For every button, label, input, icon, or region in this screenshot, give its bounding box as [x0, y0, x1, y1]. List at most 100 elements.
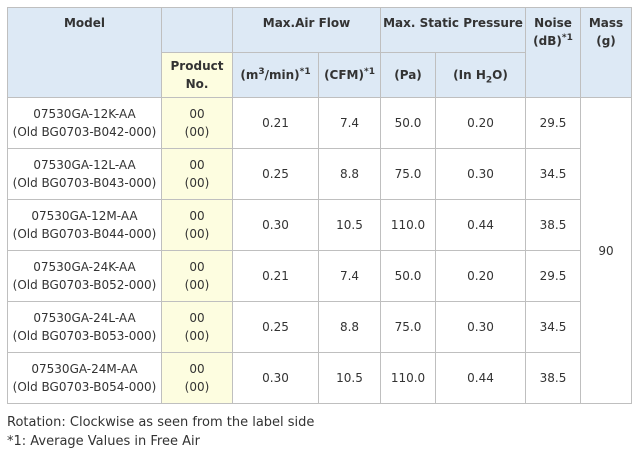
airflow-m3-cell: 0.21	[232, 97, 319, 149]
product-no-cell: 00 (00)	[161, 352, 233, 404]
max-air-flow-header: Max.Air Flow	[231, 7, 382, 53]
product-no: 00	[189, 362, 205, 376]
max-static-pressure-header: Max. Static Pressure	[380, 7, 527, 53]
product-no-old: (00)	[184, 227, 210, 241]
airflow-m3-cell: 0.30	[232, 352, 319, 404]
noise-cell: 38.5	[525, 352, 582, 404]
header-row-2: Product No. (m3/min)*1 (CFM)*1 (Pa) (In H…	[8, 52, 632, 98]
product-no: 00	[189, 311, 205, 325]
product-no-header-line1: Product	[170, 59, 224, 73]
table-row: 07530GA-24M-AA (Old BG0703-B054-000) 00 (00…	[7, 352, 632, 404]
product-no-cell: 00 (00)	[161, 250, 233, 302]
pressure-inh2o-cell: 0.20	[435, 250, 527, 302]
noise-footnote-mark: *1	[561, 33, 573, 43]
product-no: 00	[189, 107, 205, 121]
product-no-header-line2: No.	[185, 77, 209, 91]
pressure-inh2o-suffix: O)	[492, 68, 508, 82]
product-no-old: (00)	[184, 380, 210, 394]
product-no-old: (00)	[184, 176, 210, 190]
noise-cell: 29.5	[525, 250, 582, 302]
model-name: 07530GA-24K-AA	[33, 260, 136, 274]
old-model-name: (Old BG0703-B054-000)	[12, 380, 157, 394]
table-row: 07530GA-24L-AA (Old BG0703-B053-000) 00 (00…	[7, 301, 632, 353]
noise-header: Noise (dB)*1	[525, 7, 582, 98]
product-no-cell: 00 (00)	[161, 199, 233, 251]
noise-unit: (dB)	[533, 34, 562, 48]
table-row: 07530GA-12K-AA (Old BG0703-B042-000) 00 (00…	[7, 97, 633, 404]
header-row-1: Model Max.Air Flow Max. Static Pressure …	[7, 7, 633, 98]
airflow-cfm-cell: 7.4	[317, 97, 382, 149]
noise-cell: 38.5	[525, 199, 582, 251]
model-cell: 07530GA-12L-AA (Old BG0703-B043-000)	[7, 148, 162, 200]
old-model-name: (Old BG0703-B052-000)	[12, 278, 157, 292]
model-cell: 07530GA-12K-AA (Old BG0703-B042-000)	[7, 97, 162, 149]
model-name: 07530GA-24L-AA	[33, 311, 136, 325]
pressure-inh2o-header: (In H2O)	[435, 52, 527, 98]
fan-spec-table: Model Max.Air Flow Max. Static Pressure …	[7, 7, 633, 404]
airflow-m3-cell: 0.21	[232, 250, 319, 302]
pressure-pa-cell: 75.0	[380, 148, 437, 200]
noise-cell: 34.5	[525, 148, 582, 200]
pressure-inh2o-cell: 0.44	[435, 352, 527, 404]
mass-cell: 90	[580, 97, 633, 404]
airflow-m3-cell: 0.25	[232, 148, 319, 200]
product-no-cell: 00 (00)	[161, 97, 233, 149]
product-no-old: (00)	[184, 329, 210, 343]
airflow-m3-prefix: (m	[240, 68, 259, 82]
model-cell: 07530GA-24L-AA (Old BG0703-B053-000)	[7, 301, 162, 353]
old-model-name: (Old BG0703-B044-000)	[12, 227, 157, 241]
table-row: 07530GA-12L-AA (Old BG0703-B043-000) 00 (00…	[7, 148, 632, 200]
product-no: 00	[189, 209, 205, 223]
product-no-old: (00)	[184, 125, 210, 139]
spec-table-body: 07530GA-12K-AA (Old BG0703-B042-000) 00 (00…	[7, 97, 633, 404]
table-row: 07530GA-12M-AA (Old BG0703-B044-000) 00 (00…	[7, 199, 632, 251]
airflow-m3-exponent: 3	[258, 67, 265, 77]
pressure-pa-header: (Pa)	[380, 52, 437, 98]
notes: Rotation: Clockwise as seen from the lab…	[7, 413, 314, 451]
model-name: 07530GA-12K-AA	[33, 107, 136, 121]
pressure-inh2o-cell: 0.30	[435, 301, 527, 353]
pressure-inh2o-subscript: 2	[485, 75, 493, 86]
airflow-cfm-cell: 10.5	[317, 352, 382, 404]
product-no-header: Product No.	[161, 52, 233, 98]
table-row: 07530GA-24K-AA (Old BG0703-B052-000) 00 (00…	[7, 250, 632, 302]
noise-cell: 34.5	[525, 301, 582, 353]
noise-cell: 29.5	[525, 97, 582, 149]
airflow-m3-suffix: /min)	[264, 68, 300, 82]
model-cell: 07530GA-24K-AA (Old BG0703-B052-000)	[7, 250, 162, 302]
airflow-m3-footnote-mark: *1	[299, 67, 311, 77]
noise-label: Noise	[534, 16, 572, 30]
model-name: 07530GA-24M-AA	[31, 362, 138, 376]
airflow-cfm-cell: 8.8	[317, 301, 382, 353]
pressure-pa-cell: 75.0	[380, 301, 437, 353]
product-no: 00	[189, 260, 205, 274]
airflow-cfm-cell: 10.5	[317, 199, 382, 251]
airflow-cfm-cell: 8.8	[317, 148, 382, 200]
airflow-cfm-cell: 7.4	[317, 250, 382, 302]
pressure-pa-cell: 110.0	[380, 352, 437, 404]
old-model-name: (Old BG0703-B043-000)	[12, 176, 157, 190]
model-cell: 07530GA-24M-AA (Old BG0703-B054-000)	[7, 352, 162, 404]
mass-label: Mass	[588, 16, 624, 30]
product-no-cell: 00 (00)	[161, 148, 233, 200]
product-no-old: (00)	[184, 278, 210, 292]
airflow-cfm-header: (CFM)*1	[317, 52, 382, 98]
pressure-pa-cell: 110.0	[380, 199, 437, 251]
airflow-cfm-footnote-mark: *1	[363, 67, 375, 77]
product-no-cell: 00 (00)	[161, 301, 233, 353]
model-header: Model	[7, 7, 162, 98]
airflow-m3-header: (m3/min)*1	[232, 52, 319, 98]
footnote: *1: Average Values in Free Air	[7, 434, 200, 449]
model-name: 07530GA-12M-AA	[31, 209, 138, 223]
product-no: 00	[189, 158, 205, 172]
airflow-cfm-label: (CFM)	[324, 68, 364, 82]
airflow-m3-cell: 0.30	[232, 199, 319, 251]
old-model-name: (Old BG0703-B042-000)	[12, 125, 157, 139]
model-name: 07530GA-12L-AA	[33, 158, 136, 172]
model-cell: 07530GA-12M-AA (Old BG0703-B044-000)	[7, 199, 162, 251]
mass-header: Mass (g)	[580, 7, 633, 98]
pressure-inh2o-prefix: (In H	[453, 68, 486, 82]
airflow-m3-cell: 0.25	[232, 301, 319, 353]
mass-unit: (g)	[596, 34, 616, 48]
pressure-inh2o-cell: 0.30	[435, 148, 527, 200]
